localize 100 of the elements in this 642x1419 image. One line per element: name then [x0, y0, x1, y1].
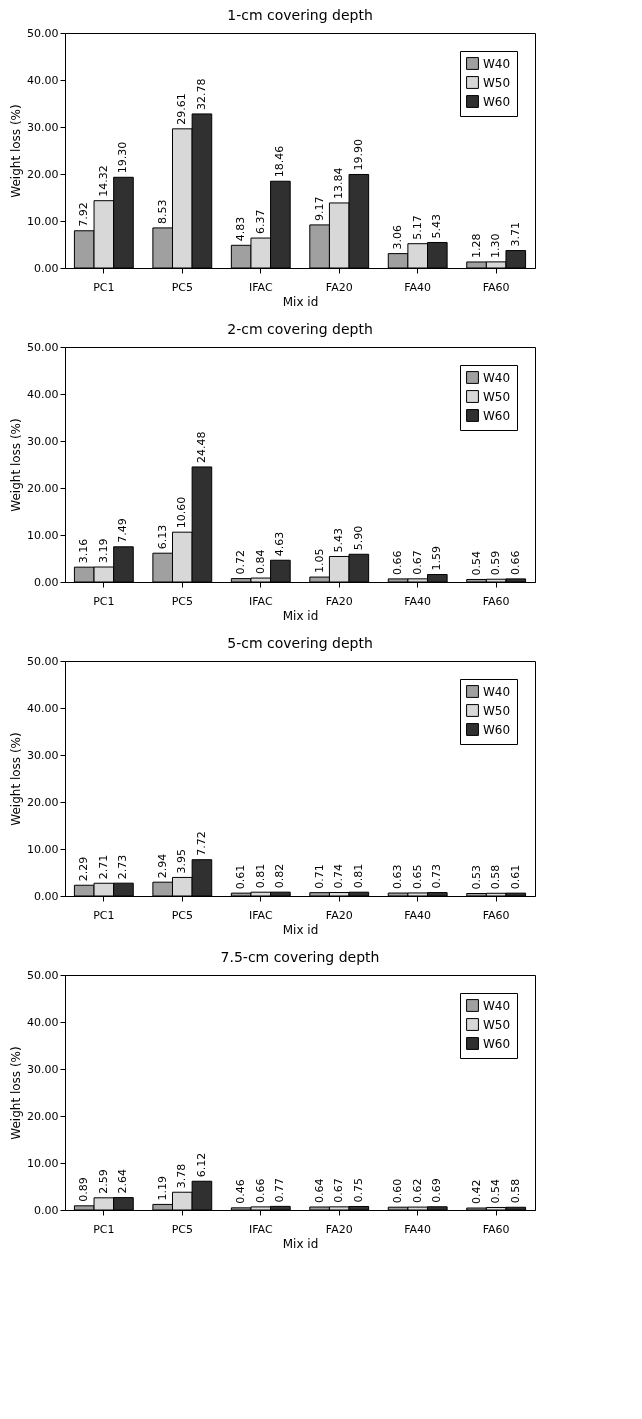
- y-tick-label: 30.00: [27, 1062, 59, 1076]
- y-tick-label: 0.00: [34, 575, 59, 589]
- data-label: 8.53: [155, 199, 169, 224]
- data-label: 0.53: [469, 865, 483, 890]
- data-label: 0.72: [234, 550, 248, 575]
- y-axis-title: Weight loss (%): [9, 418, 24, 512]
- x-tick-label: PC1: [93, 280, 115, 294]
- data-label: 0.61: [234, 864, 248, 890]
- data-label: 6.37: [253, 209, 267, 235]
- legend-label: W40: [483, 684, 511, 699]
- chart-title: 5-cm covering depth: [227, 635, 373, 651]
- x-tick-label: IFAC: [248, 594, 273, 608]
- data-label: 10.60: [175, 496, 189, 529]
- y-tick-label: 30.00: [27, 434, 59, 448]
- data-label: 0.65: [410, 864, 424, 889]
- x-axis-title: Mix id: [282, 294, 319, 309]
- x-tick-label: FA60: [482, 594, 510, 608]
- y-tick-label: 40.00: [27, 387, 59, 401]
- chart-title: 2-cm covering depth: [227, 321, 373, 337]
- y-tick-label: 40.00: [27, 701, 59, 715]
- x-tick-label: FA20: [325, 1222, 353, 1236]
- y-tick-label: 50.00: [27, 654, 59, 668]
- chart-title: 1-cm covering depth: [227, 7, 373, 23]
- data-label: 2.94: [155, 853, 169, 879]
- data-label: 1.19: [155, 1175, 169, 1201]
- y-tick-label: 50.00: [27, 340, 59, 354]
- x-tick-label: PC5: [171, 908, 193, 922]
- x-tick-label: IFAC: [248, 1222, 273, 1236]
- y-tick-label: 20.00: [27, 1109, 59, 1123]
- data-label: 0.89: [77, 1177, 91, 1202]
- y-tick-label: 50.00: [27, 968, 59, 982]
- data-label: 0.71: [312, 864, 326, 889]
- data-label: 6.12: [194, 1152, 208, 1178]
- x-tick-label: PC1: [93, 594, 115, 608]
- data-label: 0.75: [351, 1177, 365, 1203]
- data-label: 32.78: [194, 78, 208, 110]
- data-label: 0.84: [253, 549, 267, 575]
- data-label: 0.42: [469, 1179, 483, 1205]
- data-label: 3.95: [175, 848, 189, 874]
- data-label: 0.54: [469, 550, 483, 576]
- data-label: 2.64: [116, 1169, 130, 1194]
- y-axis-title: Weight loss (%): [9, 104, 24, 198]
- y-tick-label: 30.00: [27, 120, 59, 134]
- y-tick-label: 10.00: [27, 528, 59, 542]
- data-label: 2.59: [96, 1169, 110, 1194]
- data-label: 0.66: [391, 550, 405, 575]
- legend-label: W50: [483, 703, 511, 718]
- data-label: 0.77: [273, 1177, 287, 1203]
- legend-label: W60: [483, 94, 511, 109]
- x-tick-label: PC1: [93, 1222, 115, 1236]
- data-label: 2.71: [96, 854, 110, 880]
- legend-label: W50: [483, 75, 511, 90]
- data-label: 0.46: [234, 1179, 248, 1204]
- data-label: 24.48: [194, 431, 208, 463]
- x-axis-title: Mix id: [282, 608, 319, 623]
- data-label: 7.72: [194, 831, 208, 856]
- x-tick-label: FA20: [325, 594, 353, 608]
- y-tick-label: 20.00: [27, 481, 59, 495]
- data-label: 5.17: [410, 215, 424, 240]
- legend-label: W60: [483, 722, 511, 737]
- x-tick-label: IFAC: [248, 908, 273, 922]
- legend-label: W60: [483, 1036, 511, 1051]
- data-label: 3.78: [175, 1163, 189, 1189]
- legend-label: W50: [483, 389, 511, 404]
- y-axis-title: Weight loss (%): [9, 1046, 24, 1140]
- data-label: 9.17: [312, 196, 326, 221]
- x-axis-title: Mix id: [282, 922, 319, 937]
- y-tick-label: 0.00: [34, 889, 59, 903]
- y-tick-label: 0.00: [34, 261, 59, 275]
- x-tick-label: FA40: [404, 1222, 432, 1236]
- data-label: 4.63: [273, 531, 287, 557]
- data-label: 2.73: [116, 854, 130, 880]
- data-label: 0.67: [332, 1178, 346, 1203]
- data-label: 0.81: [253, 863, 267, 889]
- data-label: 3.19: [96, 538, 110, 564]
- data-label: 5.90: [351, 525, 365, 551]
- data-label: 6.13: [155, 524, 169, 550]
- data-label: 1.30: [489, 233, 503, 258]
- data-label: 7.92: [77, 202, 91, 227]
- data-label: 1.28: [469, 233, 483, 258]
- data-label: 0.73: [430, 864, 444, 889]
- data-label: 13.84: [332, 167, 346, 199]
- data-label: 1.59: [430, 546, 444, 571]
- y-tick-label: 0.00: [34, 1203, 59, 1217]
- data-label: 29.61: [175, 93, 189, 125]
- data-label: 19.90: [351, 138, 365, 171]
- y-tick-label: 40.00: [27, 73, 59, 87]
- data-label: 18.46: [273, 145, 287, 178]
- data-label: 7.49: [116, 518, 130, 543]
- x-tick-label: FA40: [404, 280, 432, 294]
- x-tick-label: FA40: [404, 908, 432, 922]
- x-axis-title: Mix id: [282, 1236, 319, 1251]
- y-tick-label: 10.00: [27, 842, 59, 856]
- y-tick-label: 10.00: [27, 1156, 59, 1170]
- data-label: 0.82: [273, 863, 287, 889]
- legend-label: W40: [483, 56, 511, 71]
- x-tick-label: PC5: [171, 1222, 193, 1236]
- y-tick-label: 40.00: [27, 1015, 59, 1029]
- data-label: 14.32: [96, 165, 110, 197]
- legend-label: W40: [483, 370, 511, 385]
